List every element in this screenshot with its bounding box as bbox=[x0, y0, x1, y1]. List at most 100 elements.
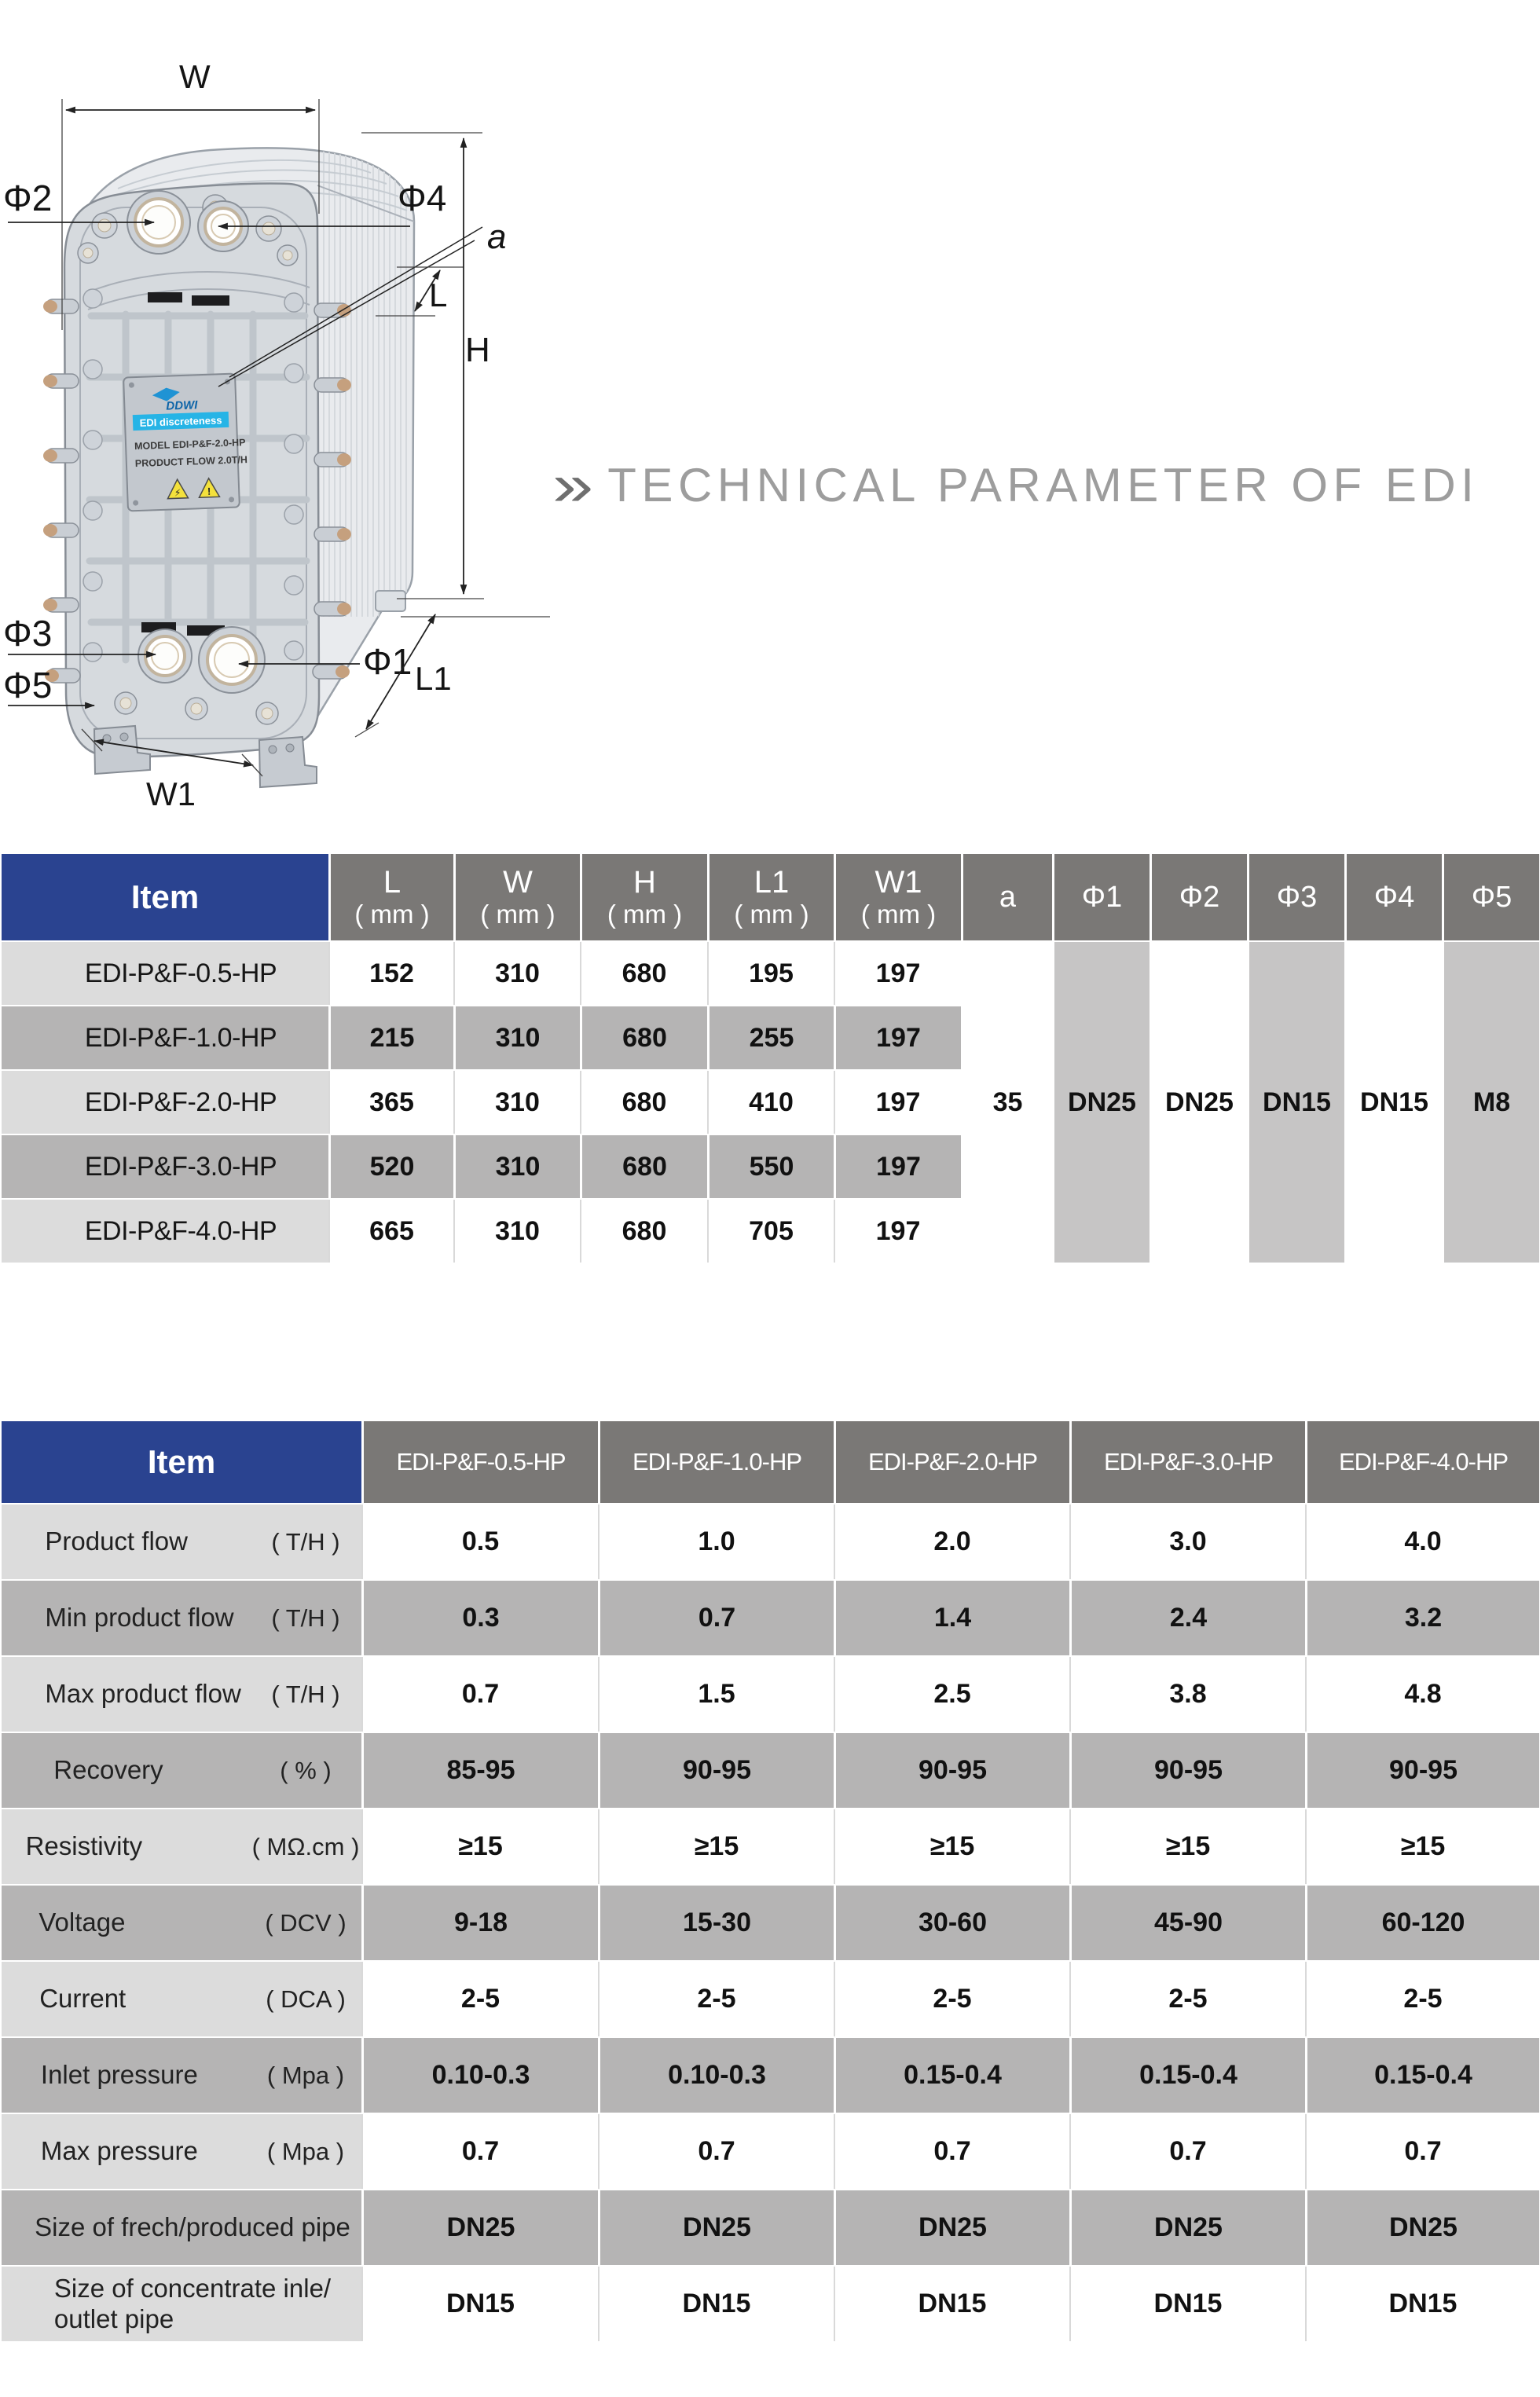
t1-header-L-unit: ( mm ) bbox=[354, 899, 430, 929]
t2-header-model-4: EDI-P&F-4.0-HP bbox=[1305, 1421, 1539, 1503]
t2-param-7-name: Inlet pressure bbox=[40, 2060, 198, 2090]
t2-val-6-1: 2-5 bbox=[598, 1962, 834, 2036]
t1-val-1-1: 310 bbox=[453, 1006, 580, 1069]
t1-val-2-2: 680 bbox=[580, 1071, 707, 1134]
t2-val-3-4: 90-95 bbox=[1305, 1733, 1539, 1808]
t2-val-4-3: ≥15 bbox=[1069, 1809, 1305, 1884]
t1-header-phi1: Φ1 bbox=[1052, 854, 1150, 940]
t2-val-8-4: 0.7 bbox=[1305, 2114, 1539, 2189]
t1-header-H-unit: ( mm ) bbox=[607, 899, 683, 929]
t1-header-phi3: Φ3 bbox=[1247, 854, 1344, 940]
nameplate-tagline: EDI discreteness bbox=[139, 414, 222, 429]
t2-val-6-3: 2-5 bbox=[1069, 1962, 1305, 2036]
t1-header-L-name: L bbox=[383, 865, 402, 900]
dim-label-l: L bbox=[429, 277, 447, 313]
t1-header-W-unit: ( mm ) bbox=[480, 899, 556, 929]
t2-param-7: Inlet pressure ( Mpa ) bbox=[2, 2038, 361, 2113]
t2-val-9-1: DN25 bbox=[598, 2190, 834, 2265]
t2-val-5-1: 15-30 bbox=[598, 1886, 834, 1960]
t2-param-7-unit: ( Mpa ) bbox=[266, 2061, 345, 2089]
t2-val-9-0: DN25 bbox=[361, 2190, 598, 2265]
t1-val-3-4: 197 bbox=[834, 1135, 961, 1198]
dim-label-w1: W1 bbox=[146, 775, 196, 812]
t2-val-7-2: 0.15-0.4 bbox=[834, 2038, 1069, 2113]
t2-param-5-name: Voltage bbox=[38, 1908, 126, 1937]
t2-val-7-0: 0.10-0.3 bbox=[361, 2038, 598, 2113]
t2-val-8-2: 0.7 bbox=[834, 2114, 1069, 2189]
dim-a bbox=[218, 226, 483, 387]
t1-header-W-name: W bbox=[503, 865, 533, 900]
t2-val-10-2: DN15 bbox=[834, 2267, 1069, 2341]
t2-param-8-unit: ( Mpa ) bbox=[266, 2137, 345, 2165]
t2-param-4-unit: ( MΩ.cm ) bbox=[251, 1832, 360, 1860]
t1-header-W: W ( mm ) bbox=[453, 854, 580, 940]
t1-item-3: EDI-P&F-3.0-HP bbox=[2, 1135, 328, 1198]
general-warning-icon: ! bbox=[207, 486, 211, 497]
t2-param-2-name: Max product flow bbox=[45, 1679, 241, 1709]
t2-param-9: Size of frech/produced pipe bbox=[2, 2190, 361, 2265]
t1-item-0: EDI-P&F-0.5-HP bbox=[2, 942, 328, 1005]
t1-val-4-1: 310 bbox=[453, 1200, 580, 1263]
t2-val-0-4: 4.0 bbox=[1305, 1505, 1539, 1579]
t1-header-H: H ( mm ) bbox=[580, 854, 707, 940]
t1-item-2: EDI-P&F-2.0-HP bbox=[2, 1071, 328, 1134]
t1-val-0-3: 195 bbox=[707, 942, 834, 1005]
t1-merged-phi1: DN25 bbox=[1052, 942, 1150, 1263]
brand-logo-text: DDWI bbox=[166, 398, 198, 412]
t2-val-5-3: 45-90 bbox=[1069, 1886, 1305, 1960]
nameplate-model: MODEL EDI-P&F-2.0-HP bbox=[134, 437, 246, 452]
t1-header-H-name: H bbox=[633, 865, 656, 900]
t2-val-1-1: 0.7 bbox=[598, 1581, 834, 1655]
warning-icons: ⚡ ! bbox=[167, 477, 221, 500]
t1-header-W1-unit: ( mm ) bbox=[860, 899, 937, 929]
t1-header-phi4: Φ4 bbox=[1344, 854, 1442, 940]
t1-val-0-1: 310 bbox=[453, 942, 580, 1005]
t1-val-2-3: 410 bbox=[707, 1071, 834, 1134]
t1-val-3-2: 680 bbox=[580, 1135, 707, 1198]
t1-merged-phi4: DN15 bbox=[1344, 942, 1442, 1263]
t1-merged-phi2: DN25 bbox=[1150, 942, 1247, 1263]
t2-param-1-name: Min product flow bbox=[45, 1603, 234, 1633]
bottom-ports bbox=[114, 622, 279, 725]
t1-header-a: a bbox=[961, 854, 1052, 940]
t1-header-L1-unit: ( mm ) bbox=[734, 899, 809, 929]
t2-param-1: Min product flow ( T/H ) bbox=[2, 1581, 361, 1655]
t2-param-0: Product flow ( T/H ) bbox=[2, 1505, 361, 1579]
t2-val-8-0: 0.7 bbox=[361, 2114, 598, 2189]
t2-header-item: Item bbox=[2, 1421, 361, 1503]
t1-header-phi5: Φ5 bbox=[1442, 854, 1539, 940]
t2-param-10: Size of concentrate inle/ outlet pipe bbox=[2, 2267, 361, 2341]
t2-val-5-2: 30-60 bbox=[834, 1886, 1069, 1960]
t1-merged-phi5: M8 bbox=[1442, 942, 1539, 1263]
dim-l bbox=[376, 266, 464, 317]
dim-label-a: a bbox=[487, 218, 506, 256]
dimensions-table: Item L ( mm ) W ( mm ) H ( mm ) L1 ( mm … bbox=[2, 854, 1539, 1263]
t2-param-1-unit: ( T/H ) bbox=[271, 1603, 340, 1632]
t2-param-4-name: Resistivity bbox=[25, 1831, 143, 1861]
t2-param-5-unit: ( DCV ) bbox=[265, 1908, 346, 1937]
dim-w bbox=[61, 99, 320, 330]
t2-val-2-3: 3.8 bbox=[1069, 1657, 1305, 1732]
t1-header-phi2: Φ2 bbox=[1150, 854, 1247, 940]
t2-val-3-1: 90-95 bbox=[598, 1733, 834, 1808]
t2-val-4-1: ≥15 bbox=[598, 1809, 834, 1884]
t1-val-1-4: 197 bbox=[834, 1006, 961, 1069]
t2-param-9-name: Size of frech/produced pipe bbox=[35, 2212, 350, 2242]
t2-param-10-name: Size of concentrate inle/ outlet pipe bbox=[53, 2273, 332, 2333]
t1-header-W1: W1 ( mm ) bbox=[834, 854, 961, 940]
dim-label-phi2: Φ2 bbox=[3, 178, 52, 218]
t2-param-5: Voltage ( DCV ) bbox=[2, 1886, 361, 1960]
t2-val-3-3: 90-95 bbox=[1069, 1733, 1305, 1808]
t2-val-1-4: 3.2 bbox=[1305, 1581, 1539, 1655]
t2-val-8-3: 0.7 bbox=[1069, 2114, 1305, 2189]
edi-module-illustration: DDWI EDI discreteness MODEL EDI-P&F-2.0-… bbox=[0, 31, 558, 833]
t1-val-3-0: 520 bbox=[328, 1135, 453, 1198]
dim-phi2-phi4 bbox=[8, 218, 410, 230]
t2-val-0-3: 3.0 bbox=[1069, 1505, 1305, 1579]
t2-val-4-4: ≥15 bbox=[1305, 1809, 1539, 1884]
t2-val-9-4: DN25 bbox=[1305, 2190, 1539, 2265]
nameplate: DDWI EDI discreteness MODEL EDI-P&F-2.0-… bbox=[123, 372, 248, 512]
t2-val-7-4: 0.15-0.4 bbox=[1305, 2038, 1539, 2113]
side-bolt-studs bbox=[43, 299, 351, 684]
page-title: TECHNICAL PARAMETER OF EDI bbox=[607, 458, 1480, 511]
